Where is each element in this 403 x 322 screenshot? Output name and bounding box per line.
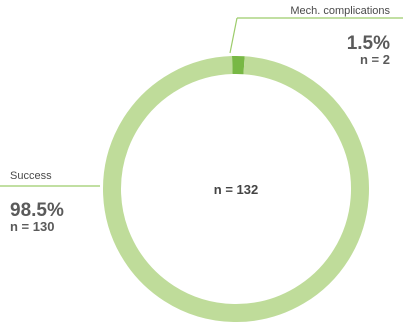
center-total-label: n = 132 — [214, 182, 258, 197]
slice-percent-success: 98.5% — [10, 200, 64, 221]
slice-n-mech: n = 2 — [360, 52, 390, 67]
slice-label-success: Success — [10, 170, 52, 182]
leader-line-mech — [229, 17, 238, 54]
slice-percent-mech: 1.5% — [347, 33, 390, 54]
slice-label-mech: Mech. complications — [290, 5, 390, 17]
slice-n-success: n = 130 — [10, 219, 54, 234]
donut-slice-success — [103, 56, 369, 322]
donut-slices — [103, 56, 369, 322]
